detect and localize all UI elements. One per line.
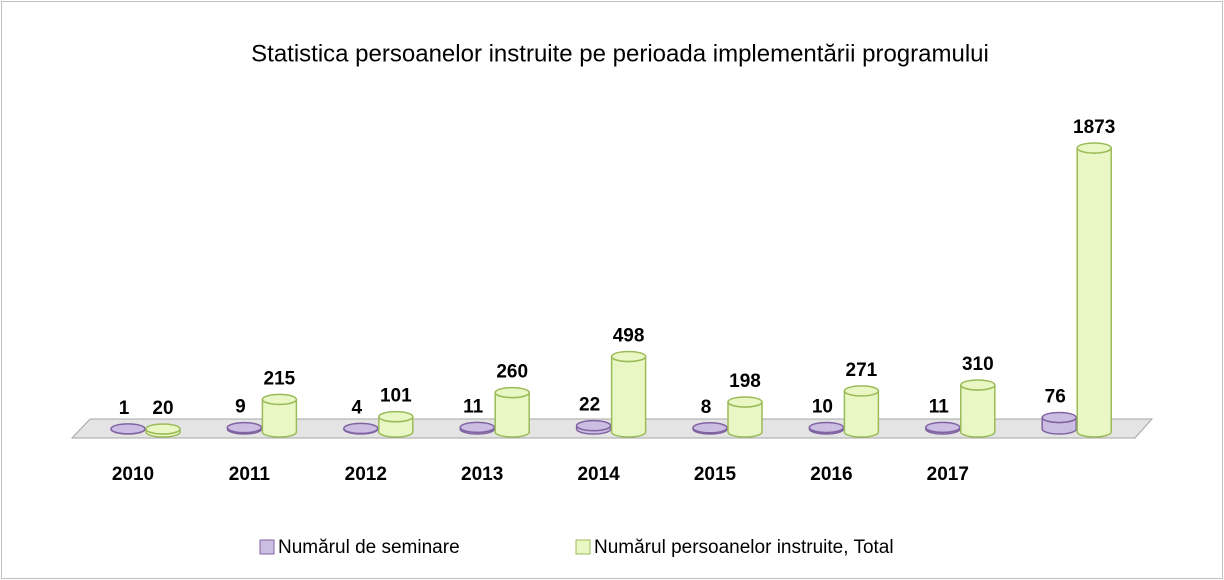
cylinder-top [610, 350, 647, 363]
cylinder-top [343, 422, 379, 435]
cylinder-top [843, 385, 880, 397]
cylinder [960, 384, 996, 438]
x-tick-label: 2017 [927, 464, 969, 485]
data-label: 10 [812, 396, 833, 417]
legend-label: Numărul de seminare [278, 537, 460, 558]
data-label: 4 [352, 397, 363, 418]
cylinder-top [226, 421, 263, 434]
x-tick-label: 2011 [229, 464, 271, 485]
data-label: 1873 [1073, 117, 1115, 138]
legend-label: Numărul persoanelor instruite, Total [594, 537, 894, 558]
data-label: 215 [264, 368, 296, 389]
cylinder-top [960, 379, 996, 391]
legend-swatch [575, 539, 591, 555]
data-label: 11 [463, 396, 484, 417]
legend-swatch [259, 539, 275, 555]
cylinder-top [1041, 411, 1077, 424]
x-tick-label: 2012 [345, 464, 387, 485]
data-label: 498 [613, 326, 645, 347]
cylinder-top [692, 422, 728, 434]
cylinder [1076, 147, 1112, 438]
data-label: 310 [962, 354, 994, 375]
x-tick-label: 2015 [694, 464, 737, 485]
cylinder-top [808, 421, 845, 434]
cylinder-top [727, 396, 763, 408]
cylinder [494, 392, 530, 438]
data-label: 9 [235, 397, 246, 418]
cylinder-top [110, 423, 146, 435]
cylinder-top [925, 421, 961, 434]
cylinder-top [494, 386, 530, 399]
data-label: 271 [846, 360, 878, 381]
cylinder-top [459, 421, 495, 434]
data-label: 198 [729, 371, 761, 392]
data-label: 22 [579, 395, 600, 416]
data-label: 101 [380, 386, 412, 407]
cylinder-top [261, 393, 298, 406]
chart-title: Statistica persoanelor instruite pe peri… [251, 40, 989, 67]
data-label: 8 [701, 397, 712, 418]
cylinder [843, 390, 880, 438]
cylinder-top [378, 410, 414, 423]
data-label: 1 [119, 398, 130, 419]
data-label: 76 [1045, 386, 1066, 407]
x-tick-label: 2016 [810, 464, 852, 485]
cylinder-top [1076, 142, 1112, 154]
data-label: 11 [929, 396, 950, 417]
x-tick-label: 2014 [577, 464, 620, 485]
cylinder-top [575, 419, 612, 432]
data-label: 20 [152, 398, 173, 419]
data-label: 260 [496, 362, 528, 383]
x-tick-label: 2013 [461, 464, 503, 485]
cylinder [610, 356, 647, 438]
cylinder-top [145, 423, 181, 435]
x-tick-label: 2010 [112, 464, 154, 485]
